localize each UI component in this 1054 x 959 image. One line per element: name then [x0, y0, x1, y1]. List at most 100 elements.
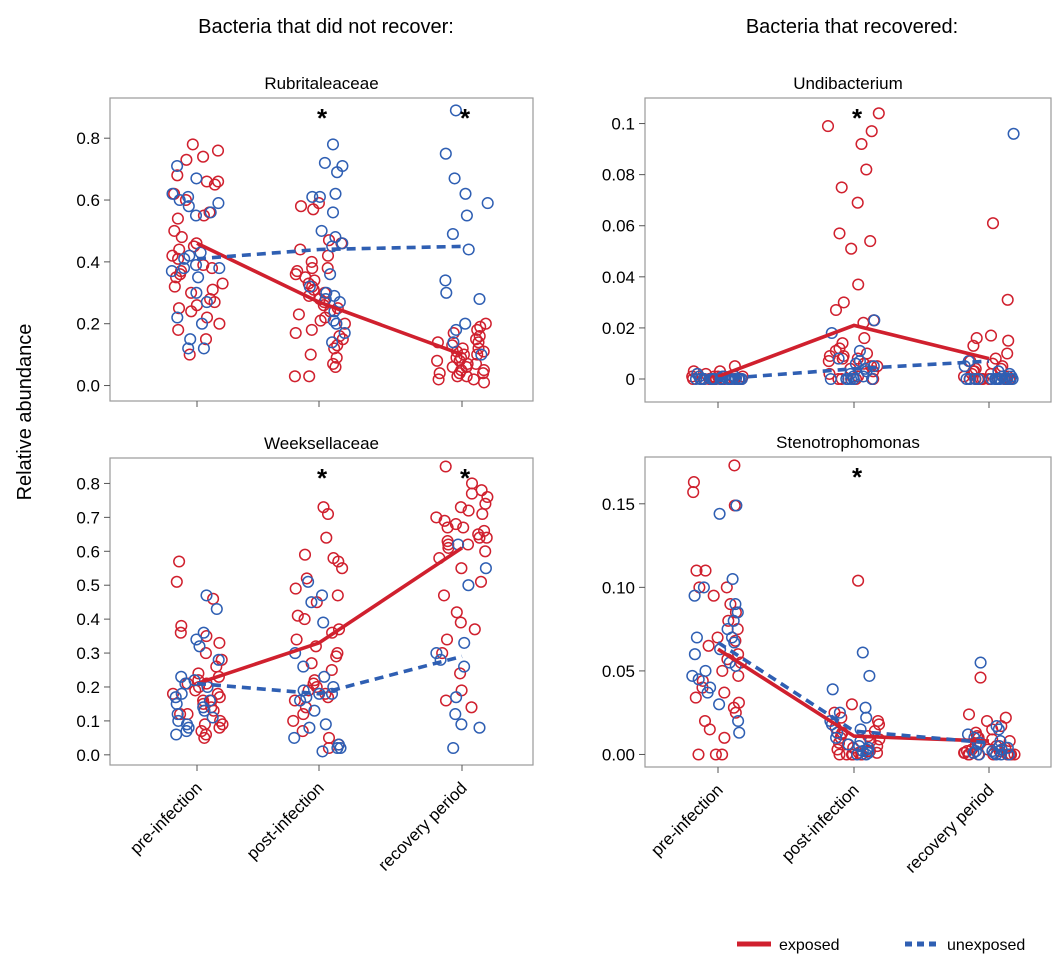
point-unexposed — [832, 352, 845, 365]
point-exposed — [187, 240, 200, 253]
point-unexposed — [206, 711, 219, 724]
point-unexposed — [326, 206, 340, 219]
point-exposed — [823, 349, 836, 363]
y-tick-label: 0.04 — [602, 268, 635, 287]
point-exposed — [208, 296, 221, 309]
point-unexposed — [697, 581, 710, 594]
point-exposed — [197, 697, 210, 710]
plot-frame — [644, 456, 1052, 768]
point-exposed — [303, 370, 316, 383]
right-section-heading: Bacteria that recovered: — [746, 16, 958, 38]
point-unexposed — [192, 271, 205, 284]
point-unexposed — [847, 372, 860, 386]
point-exposed — [439, 694, 453, 707]
point-exposed — [860, 163, 873, 176]
point-exposed — [442, 538, 455, 551]
point-exposed — [722, 614, 735, 627]
point-exposed — [200, 630, 213, 643]
point-unexposed — [462, 579, 475, 592]
point-unexposed — [184, 333, 197, 346]
point-exposed — [290, 633, 303, 646]
legend-unexposed-label: unexposed — [947, 937, 1025, 954]
point-unexposed — [729, 598, 742, 611]
y-tick-label: 0.1 — [611, 115, 635, 134]
point-exposed — [296, 725, 309, 738]
x-tick-label: recovery period — [902, 780, 998, 876]
point-exposed — [687, 486, 700, 499]
point-unexposed — [318, 670, 331, 683]
point-exposed — [702, 639, 715, 652]
point-exposed — [1002, 334, 1015, 347]
point-unexposed — [189, 209, 203, 222]
point-exposed — [446, 360, 459, 374]
point-unexposed — [868, 314, 881, 327]
point-exposed — [845, 242, 858, 255]
point-unexposed — [974, 656, 987, 669]
point-unexposed — [994, 372, 1007, 386]
point-unexposed — [1007, 127, 1020, 140]
point-exposed — [199, 647, 212, 660]
point-exposed — [216, 718, 229, 731]
point-unexposed — [851, 748, 864, 761]
point-unexposed — [170, 697, 183, 710]
legend: exposed unexposed — [737, 937, 1025, 954]
point-unexposed — [862, 741, 875, 754]
point-exposed — [298, 613, 311, 626]
y-tick-label: 0.1 — [76, 712, 100, 731]
point-exposed — [476, 507, 489, 521]
point-exposed — [287, 714, 300, 727]
point-exposed — [207, 592, 220, 605]
point-unexposed — [326, 240, 339, 253]
point-exposed — [707, 589, 720, 602]
point-exposed — [457, 521, 470, 534]
y-tick-label: 0.4 — [76, 610, 100, 629]
point-unexposed — [439, 147, 452, 160]
point-unexposed — [690, 631, 703, 644]
point-exposed — [716, 748, 729, 761]
point-unexposed — [190, 633, 203, 646]
line-unexposed — [717, 640, 990, 745]
point-exposed — [437, 589, 451, 602]
point-exposed — [1008, 748, 1021, 761]
point-exposed — [729, 706, 742, 719]
point-unexposed — [973, 748, 986, 761]
point-unexposed — [182, 190, 195, 203]
point-exposed — [858, 332, 871, 345]
point-exposed — [322, 731, 336, 744]
y-tick-label: 0.06 — [602, 217, 635, 236]
point-exposed — [845, 698, 858, 711]
point-exposed — [864, 235, 877, 248]
x-tick-label: pre-infection — [647, 780, 727, 860]
y-tick-label: 0.8 — [76, 474, 100, 493]
point-exposed — [732, 669, 745, 682]
point-unexposed — [726, 572, 739, 586]
point-unexposed — [706, 372, 719, 386]
point-exposed — [970, 332, 983, 345]
point-exposed — [190, 299, 203, 312]
point-unexposed — [856, 646, 869, 659]
point-exposed — [298, 548, 312, 561]
significance-star: * — [317, 463, 328, 493]
point-unexposed — [713, 507, 726, 520]
point-unexposed — [853, 344, 866, 357]
point-unexposed — [701, 686, 714, 699]
panel-undibacterium: Undibacterium 0 0.02 0.04 0.06 0.08 0.1 * — [602, 74, 1052, 408]
point-unexposed — [203, 694, 216, 707]
point-exposed — [297, 708, 310, 721]
point-unexposed — [195, 317, 209, 330]
point-unexposed — [998, 372, 1011, 386]
y-tick-label: 0.08 — [602, 166, 635, 185]
point-unexposed — [990, 720, 1003, 733]
point-exposed — [852, 278, 865, 291]
point-unexposed — [730, 499, 743, 512]
point-exposed — [689, 691, 702, 704]
point-exposed — [472, 336, 485, 349]
point-unexposed — [204, 206, 217, 219]
point-exposed — [872, 718, 886, 731]
point-exposed — [967, 339, 980, 352]
point-exposed — [474, 320, 487, 333]
left-section-heading: Bacteria that did not recover: — [198, 16, 454, 38]
point-exposed — [711, 631, 724, 644]
significance-star: * — [460, 103, 471, 133]
point-unexposed — [450, 691, 463, 704]
